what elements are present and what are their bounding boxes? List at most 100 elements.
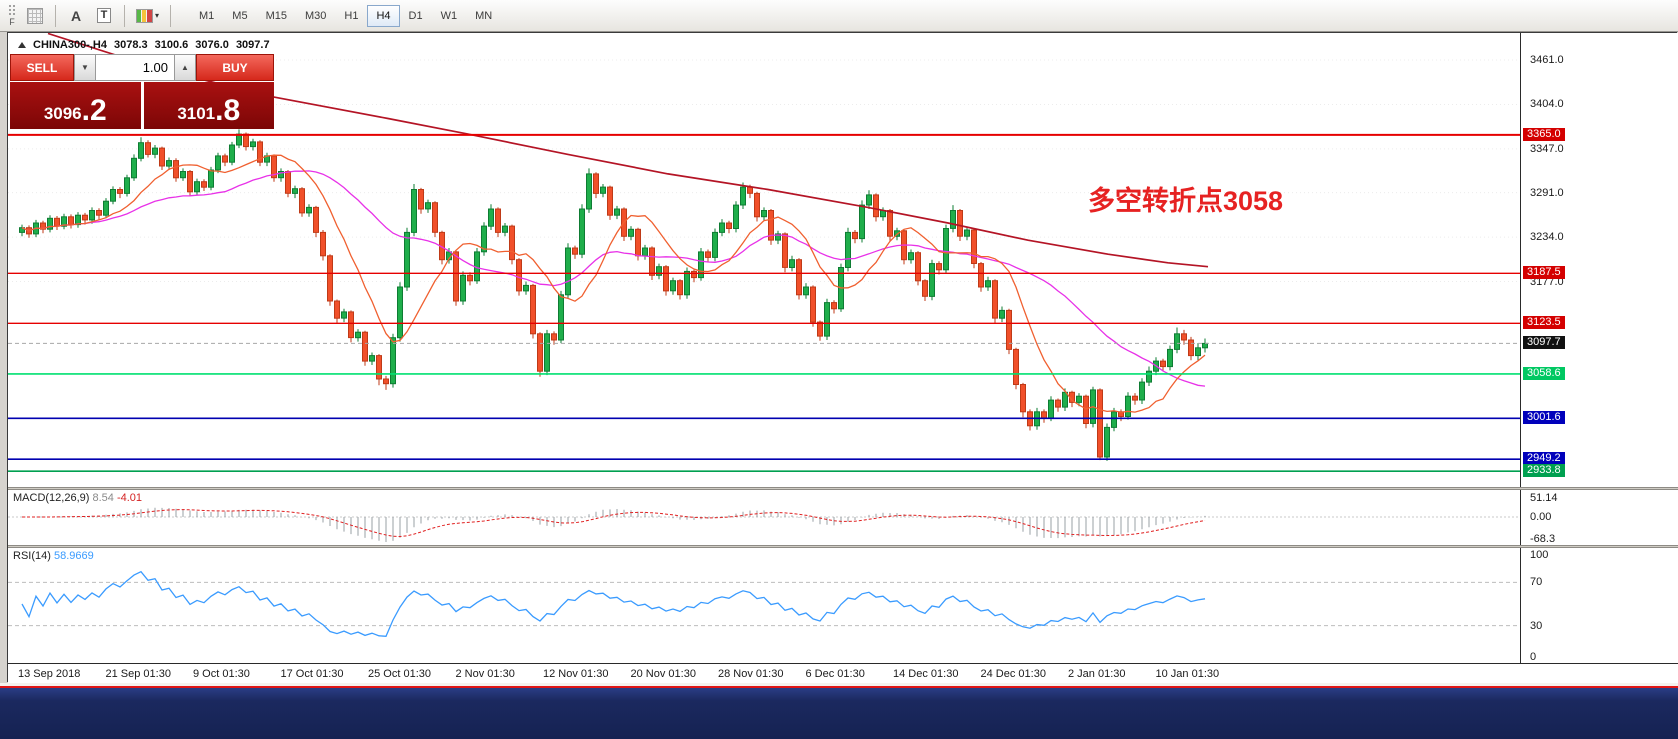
dropdown-caret-icon: ▾: [155, 11, 160, 20]
price-level-tag: 3097.7: [1523, 336, 1565, 349]
toolbar-separator: [124, 4, 125, 27]
ohlc-low: 3076.0: [195, 39, 229, 51]
time-axis-label: 21 Sep 01:30: [105, 668, 171, 680]
time-axis-label: 28 Nov 01:30: [718, 668, 784, 680]
sell-price-int: 3096: [43, 104, 82, 123]
volume-dropdown-button[interactable]: ▼: [74, 54, 96, 81]
grip-dots-icon: [7, 4, 17, 17]
bottom-panel: [0, 688, 1678, 739]
sell-button[interactable]: SELL: [10, 54, 74, 81]
top-toolbar: F A T ▾ M1 M5 M15 M30 H1 H4 D1 W1 MN: [0, 0, 1678, 32]
rsi-name: RSI(14): [13, 550, 51, 562]
price-axis-tick: 3177.0: [1530, 276, 1564, 288]
ohlc-close: 3097.7: [235, 39, 270, 51]
time-axis-label: 17 Oct 01:30: [280, 668, 344, 680]
letter-a-icon: A: [70, 7, 82, 24]
candlestick-chart: [8, 33, 1520, 473]
timeframe-button-w1[interactable]: W1: [432, 5, 467, 27]
time-axis-label: 20 Nov 01:30: [630, 668, 696, 680]
symbol-marker-icon: [18, 42, 26, 48]
timeframe-button-mn[interactable]: MN: [466, 5, 501, 27]
timeframe-button-h4[interactable]: H4: [367, 4, 400, 27]
one-click-trading-panel: SELL ▼ ▲ BUY 3096.2 3101.8: [10, 54, 274, 129]
time-axis-label: 9 Oct 01:30: [193, 668, 250, 680]
macd-name: MACD(12,26,9): [13, 492, 90, 504]
macd-axis-label: 0.00: [1530, 511, 1552, 523]
indicators-icon: [136, 8, 153, 23]
time-axis: 13 Sep 2018 21 Sep 01:30 9 Oct 01:30 17 Oct…: [8, 663, 1678, 683]
toolbar-separator: [55, 4, 56, 27]
rsi-indicator-chart: [8, 570, 1520, 637]
rsi-axis-label: 70: [1530, 576, 1543, 588]
timeframe-button-m1[interactable]: M1: [190, 5, 223, 27]
timeframe-button-h1[interactable]: H1: [335, 5, 367, 27]
sell-price-dec: .2: [81, 94, 107, 127]
price-level-tag: 3058.6: [1523, 367, 1565, 380]
price-axis-tick: 3234.0: [1530, 231, 1564, 243]
volume-input[interactable]: [96, 54, 174, 81]
rsi-label: RSI(14) 58.9669: [13, 550, 94, 562]
price-level-tag: 2933.8: [1523, 464, 1565, 477]
timeframe-button-m5[interactable]: M5: [223, 5, 256, 27]
macd-value-main: 8.54: [92, 492, 114, 504]
ohlc-open: 3078.3: [113, 39, 148, 51]
buy-price-dec: .8: [215, 94, 241, 127]
macd-value-signal: -4.01: [116, 492, 143, 504]
sell-price-display[interactable]: 3096.2: [10, 82, 141, 129]
rsi-axis-label: 30: [1530, 620, 1543, 632]
time-axis-label: 14 Dec 01:30: [893, 668, 959, 680]
price-level-tag: 3001.6: [1523, 411, 1565, 424]
price-axis-tick: 3291.0: [1530, 187, 1564, 199]
price-level-tag: 2949.2: [1523, 452, 1565, 465]
ohlc-high: 3100.6: [154, 39, 189, 51]
time-axis-label: 2 Jan 01:30: [1068, 668, 1126, 680]
rsi-axis-label: 0: [1530, 651, 1537, 663]
price-axis: 3461.0 3404.0 3347.0 3291.0 3234.0 3177.0 3365…: [1520, 33, 1678, 663]
rsi-value: 58.9669: [53, 550, 94, 562]
symbol-name: CHINA300-,H4: [33, 39, 107, 51]
symbol-header: CHINA300-,H4 3078.3 3100.6 3076.0 3097.7: [18, 39, 270, 51]
time-axis-label: 2 Nov 01:30: [455, 668, 515, 680]
macd-axis-label: -68.3: [1530, 533, 1556, 545]
time-axis-label: 12 Nov 01:30: [543, 668, 609, 680]
macd-indicator-chart: [8, 507, 1520, 542]
volume-spin-up-button[interactable]: ▲: [174, 54, 196, 81]
chart-window: 3461.0 3404.0 3347.0 3291.0 3234.0 3177.0 3365…: [8, 33, 1678, 683]
macd-axis-label: 51.14: [1530, 492, 1558, 504]
timeframe-group: M1 M5 M15 M30 H1 H4 D1 W1 MN: [190, 4, 501, 27]
time-axis-label: 25 Oct 01:30: [368, 668, 431, 680]
macd-label: MACD(12,26,9) 8.54 -4.01: [13, 492, 142, 504]
panel-splitter-macd[interactable]: [8, 487, 1678, 490]
price-level-tag: 3365.0: [1523, 128, 1565, 141]
grid-tool-button[interactable]: [22, 4, 48, 28]
time-axis-label: 13 Sep 2018: [18, 668, 81, 680]
bottom-strip: [0, 683, 1678, 739]
timeframe-button-d1[interactable]: D1: [400, 5, 432, 27]
indicators-tool-button[interactable]: ▾: [132, 4, 163, 28]
buy-price-display[interactable]: 3101.8: [143, 82, 274, 129]
letter-t-icon: T: [96, 8, 112, 23]
rsi-axis-label: 100: [1530, 549, 1549, 561]
price-level-tag: 3187.5: [1523, 266, 1565, 279]
panel-splitter-rsi[interactable]: [8, 545, 1678, 548]
price-level-tag: 3123.5: [1523, 316, 1565, 329]
text-tool-button[interactable]: T: [91, 4, 117, 28]
trade-controls-row: SELL ▼ ▲ BUY: [10, 54, 274, 81]
price-axis-tick: 3461.0: [1530, 54, 1564, 66]
toolbar-separator: [170, 4, 172, 27]
buy-price-int: 3101: [177, 104, 216, 123]
chart-annotation-text: 多空转折点3058: [1088, 186, 1284, 216]
time-axis-label: 10 Jan 01:30: [1155, 668, 1220, 680]
toolbar-grip[interactable]: F: [4, 3, 20, 29]
grid-icon: [27, 7, 43, 24]
time-axis-label: 24 Dec 01:30: [980, 668, 1046, 680]
timeframe-button-m30[interactable]: M30: [296, 5, 335, 27]
text-label-tool-button[interactable]: A: [63, 4, 89, 28]
timeframe-button-m15[interactable]: M15: [257, 5, 296, 27]
trade-prices-row: 3096.2 3101.8: [10, 82, 274, 129]
price-axis-tick: 3404.0: [1530, 98, 1564, 110]
buy-button[interactable]: BUY: [196, 54, 274, 81]
price-axis-tick: 3347.0: [1530, 143, 1564, 155]
toolbar-grip-label: F: [9, 17, 15, 27]
time-axis-label: 6 Dec 01:30: [805, 668, 865, 680]
